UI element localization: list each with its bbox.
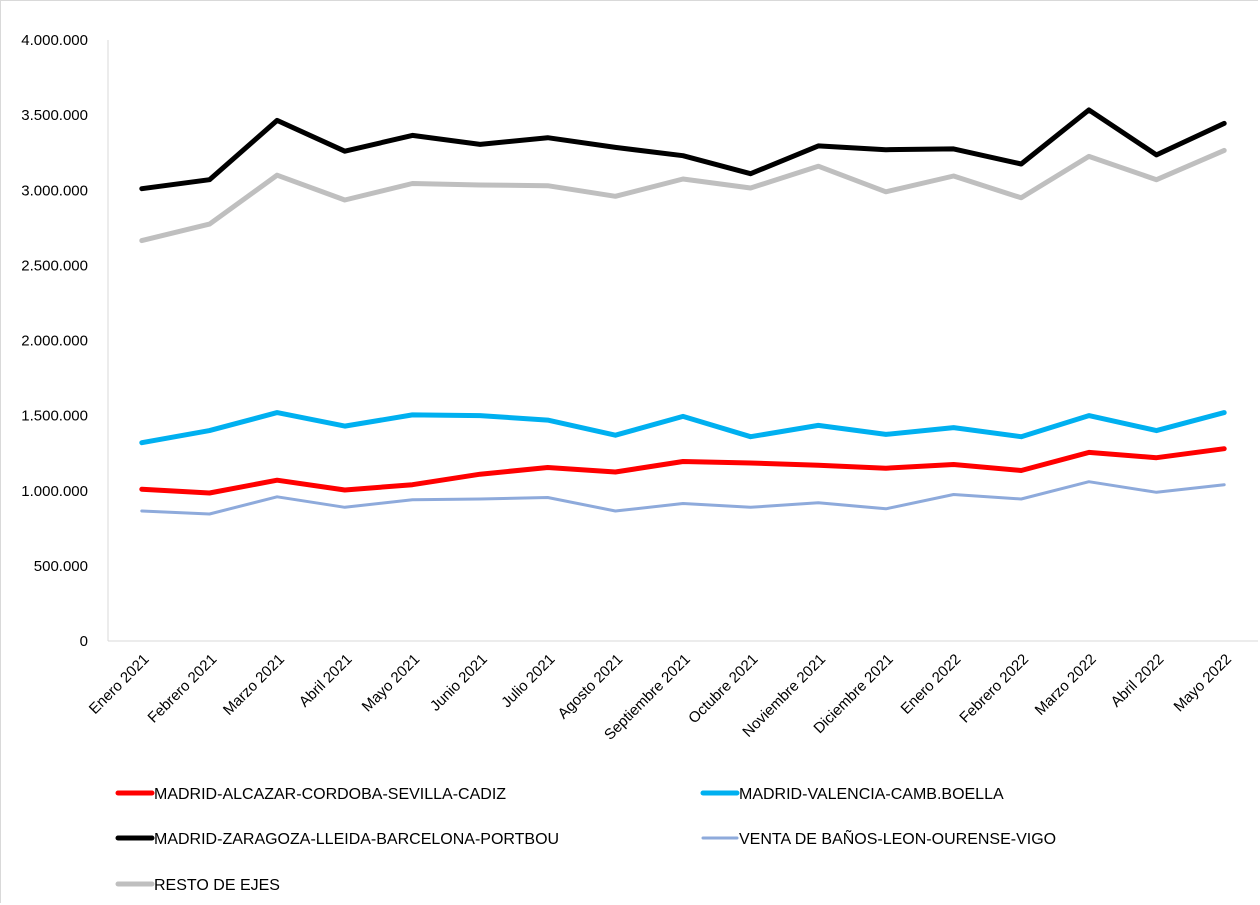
legend-label-2: MADRID-ZARAGOZA-LLEIDA-BARCELONA-PORTBOU [154, 831, 559, 848]
x-tick-label: Marzo 2021 [220, 651, 288, 719]
y-tick-label: 2.500.000 [21, 257, 88, 274]
y-tick-label: 3.000.000 [21, 182, 88, 199]
y-tick-label: 1.000.000 [21, 483, 88, 500]
x-tick-label: Marzo 2022 [1032, 651, 1100, 719]
y-tick-label: 2.000.000 [21, 333, 88, 350]
series-lines [139, 107, 1227, 516]
legend-label-4: RESTO DE EJES [154, 877, 280, 894]
series-line-1 [139, 410, 1227, 446]
series-line-0 [139, 446, 1227, 496]
x-tick-label: Mayo 2022 [1171, 651, 1236, 716]
y-tick-label: 1.500.000 [21, 408, 88, 425]
x-tick-label: Junio 2021 [427, 651, 491, 715]
series-line-2 [139, 107, 1227, 192]
x-tick-label: Febrero 2022 [956, 651, 1032, 727]
x-tick-label: Octubre 2021 [685, 651, 761, 727]
series-line-4 [139, 147, 1227, 244]
x-tick-label: Enero 2021 [86, 651, 153, 718]
y-tick-labels: 0 500.000 1.000.000 1.500.000 2.000.000 2.500… [21, 32, 88, 650]
x-tick-label: Enero 2022 [898, 651, 965, 718]
series-line-3 [140, 480, 1226, 516]
y-tick-label: 4.000.000 [21, 32, 88, 49]
x-tick-label: Abril 2021 [296, 651, 356, 711]
legend-label-0: MADRID-ALCAZAR-CORDOBA-SEVILLA-CADIZ [154, 786, 506, 803]
x-tick-label: Abril 2022 [1108, 651, 1168, 711]
x-tick-label: Agosto 2021 [555, 651, 627, 723]
y-tick-label: 0 [80, 633, 88, 650]
y-tick-label: 500.000 [34, 558, 88, 575]
x-tick-label: Mayo 2021 [359, 651, 424, 716]
legend-label-1: MADRID-VALENCIA-CAMB.BOELLA [739, 786, 1004, 803]
legend-label-3: VENTA DE BAÑOS-LEON-OURENSE-VIGO [739, 828, 1056, 848]
axes [107, 40, 1258, 642]
x-tick-label: Febrero 2021 [145, 651, 221, 727]
y-tick-label: 3.500.000 [21, 107, 88, 124]
legend: MADRID-ALCAZAR-CORDOBA-SEVILLA-CADIZ MADR… [115, 786, 1056, 894]
x-tick-label: Julio 2021 [498, 651, 558, 711]
